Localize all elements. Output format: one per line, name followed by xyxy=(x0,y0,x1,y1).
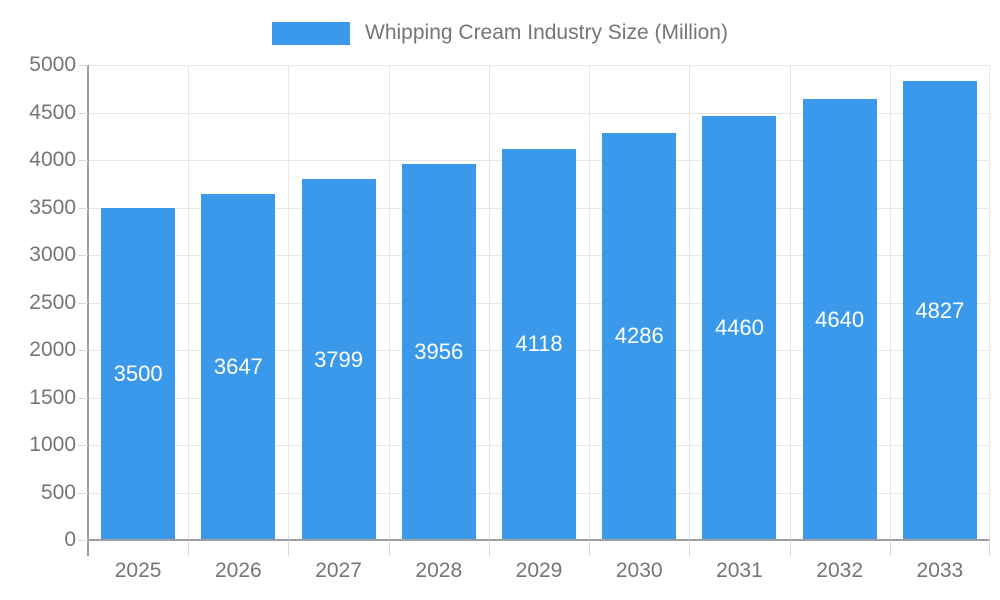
y-axis-tick xyxy=(78,207,88,209)
y-axis-label: 500 xyxy=(40,480,76,504)
y-axis-label: 3500 xyxy=(29,195,76,219)
x-axis-label: 2027 xyxy=(315,559,362,582)
x-axis-tick xyxy=(989,540,990,556)
x-axis-label: 2033 xyxy=(916,559,964,582)
gridline-v xyxy=(889,65,891,540)
gridline-v xyxy=(789,65,791,540)
y-axis-label: 5000 xyxy=(29,53,76,76)
x-axis-label: 2031 xyxy=(716,559,763,582)
gridline-v xyxy=(689,65,691,540)
y-axis-tick xyxy=(78,160,88,161)
gridline-h xyxy=(88,65,990,66)
y-axis-label: 0 xyxy=(64,528,76,551)
gridline-v xyxy=(288,65,290,540)
x-axis-tick xyxy=(889,540,891,556)
bar-value-label: 4286 xyxy=(614,323,664,349)
gridline-v xyxy=(989,65,990,540)
x-axis-tick xyxy=(288,540,290,556)
bar-2025[interactable] xyxy=(101,207,176,540)
x-axis-label: 2025 xyxy=(114,559,162,582)
bar-2033[interactable] xyxy=(902,81,977,540)
y-axis-line xyxy=(87,65,89,556)
gridline-v xyxy=(488,65,490,540)
x-axis-label: 2026 xyxy=(214,559,262,582)
x-axis-tick xyxy=(589,540,591,556)
bar-2027[interactable] xyxy=(301,179,376,540)
bar-2031[interactable] xyxy=(702,116,777,540)
bar-value-label: 3799 xyxy=(314,346,364,372)
bar-2028[interactable] xyxy=(401,164,476,540)
y-axis-tick xyxy=(78,302,88,304)
legend-swatch xyxy=(272,21,351,45)
y-axis-tick xyxy=(78,492,88,494)
plot-area: 3500 3647 3799 3956 4118 4286 4460 4640 4827 xyxy=(88,65,990,540)
x-axis-tick xyxy=(789,540,791,556)
gridline-h xyxy=(88,112,990,114)
gridline-v xyxy=(388,65,390,540)
y-axis-label: 4500 xyxy=(29,100,76,124)
x-axis-tick xyxy=(188,540,190,556)
y-axis-tick xyxy=(78,112,88,114)
x-axis-label: 2028 xyxy=(415,559,463,582)
chart-legend[interactable]: Whipping Cream Industry Size (Million) xyxy=(0,21,1000,45)
x-axis-tick xyxy=(689,540,691,556)
y-axis-tick xyxy=(78,397,88,399)
bar-2032[interactable] xyxy=(802,99,877,540)
y-axis-tick xyxy=(78,350,88,351)
bar-value-label: 4640 xyxy=(815,306,865,332)
gridline-v xyxy=(589,65,591,540)
gridline-v xyxy=(188,65,190,540)
legend-title: Whipping Cream Industry Size (Million) xyxy=(365,21,728,44)
y-axis-tick xyxy=(78,445,88,446)
bar-value-label: 3647 xyxy=(213,353,263,379)
bar-2030[interactable] xyxy=(602,132,677,540)
bar-2029[interactable] xyxy=(502,148,576,540)
bar-value-label: 3956 xyxy=(414,339,464,365)
y-axis-label: 1500 xyxy=(29,385,76,409)
y-axis-tick xyxy=(78,540,88,541)
x-axis-tick xyxy=(388,540,390,556)
y-axis-label: 1000 xyxy=(29,433,76,456)
bar-2026[interactable] xyxy=(201,193,276,540)
y-axis-label: 2500 xyxy=(29,290,76,314)
bar-value-label: 3500 xyxy=(113,360,163,386)
bar-value-label: 4460 xyxy=(714,315,764,341)
y-axis-tick xyxy=(78,65,88,66)
x-axis-label: 2029 xyxy=(515,559,563,582)
x-axis-label: 2030 xyxy=(615,559,663,582)
bar-value-label: 4827 xyxy=(915,297,965,323)
y-axis-tick xyxy=(78,255,88,256)
y-axis-label: 2000 xyxy=(29,338,76,361)
bar-value-label: 4118 xyxy=(515,331,563,357)
x-axis-label: 2032 xyxy=(816,559,864,582)
x-axis-line xyxy=(88,539,990,541)
x-axis-tick xyxy=(488,540,490,556)
y-axis-label: 4000 xyxy=(29,148,76,171)
y-axis-label: 3000 xyxy=(29,243,76,266)
